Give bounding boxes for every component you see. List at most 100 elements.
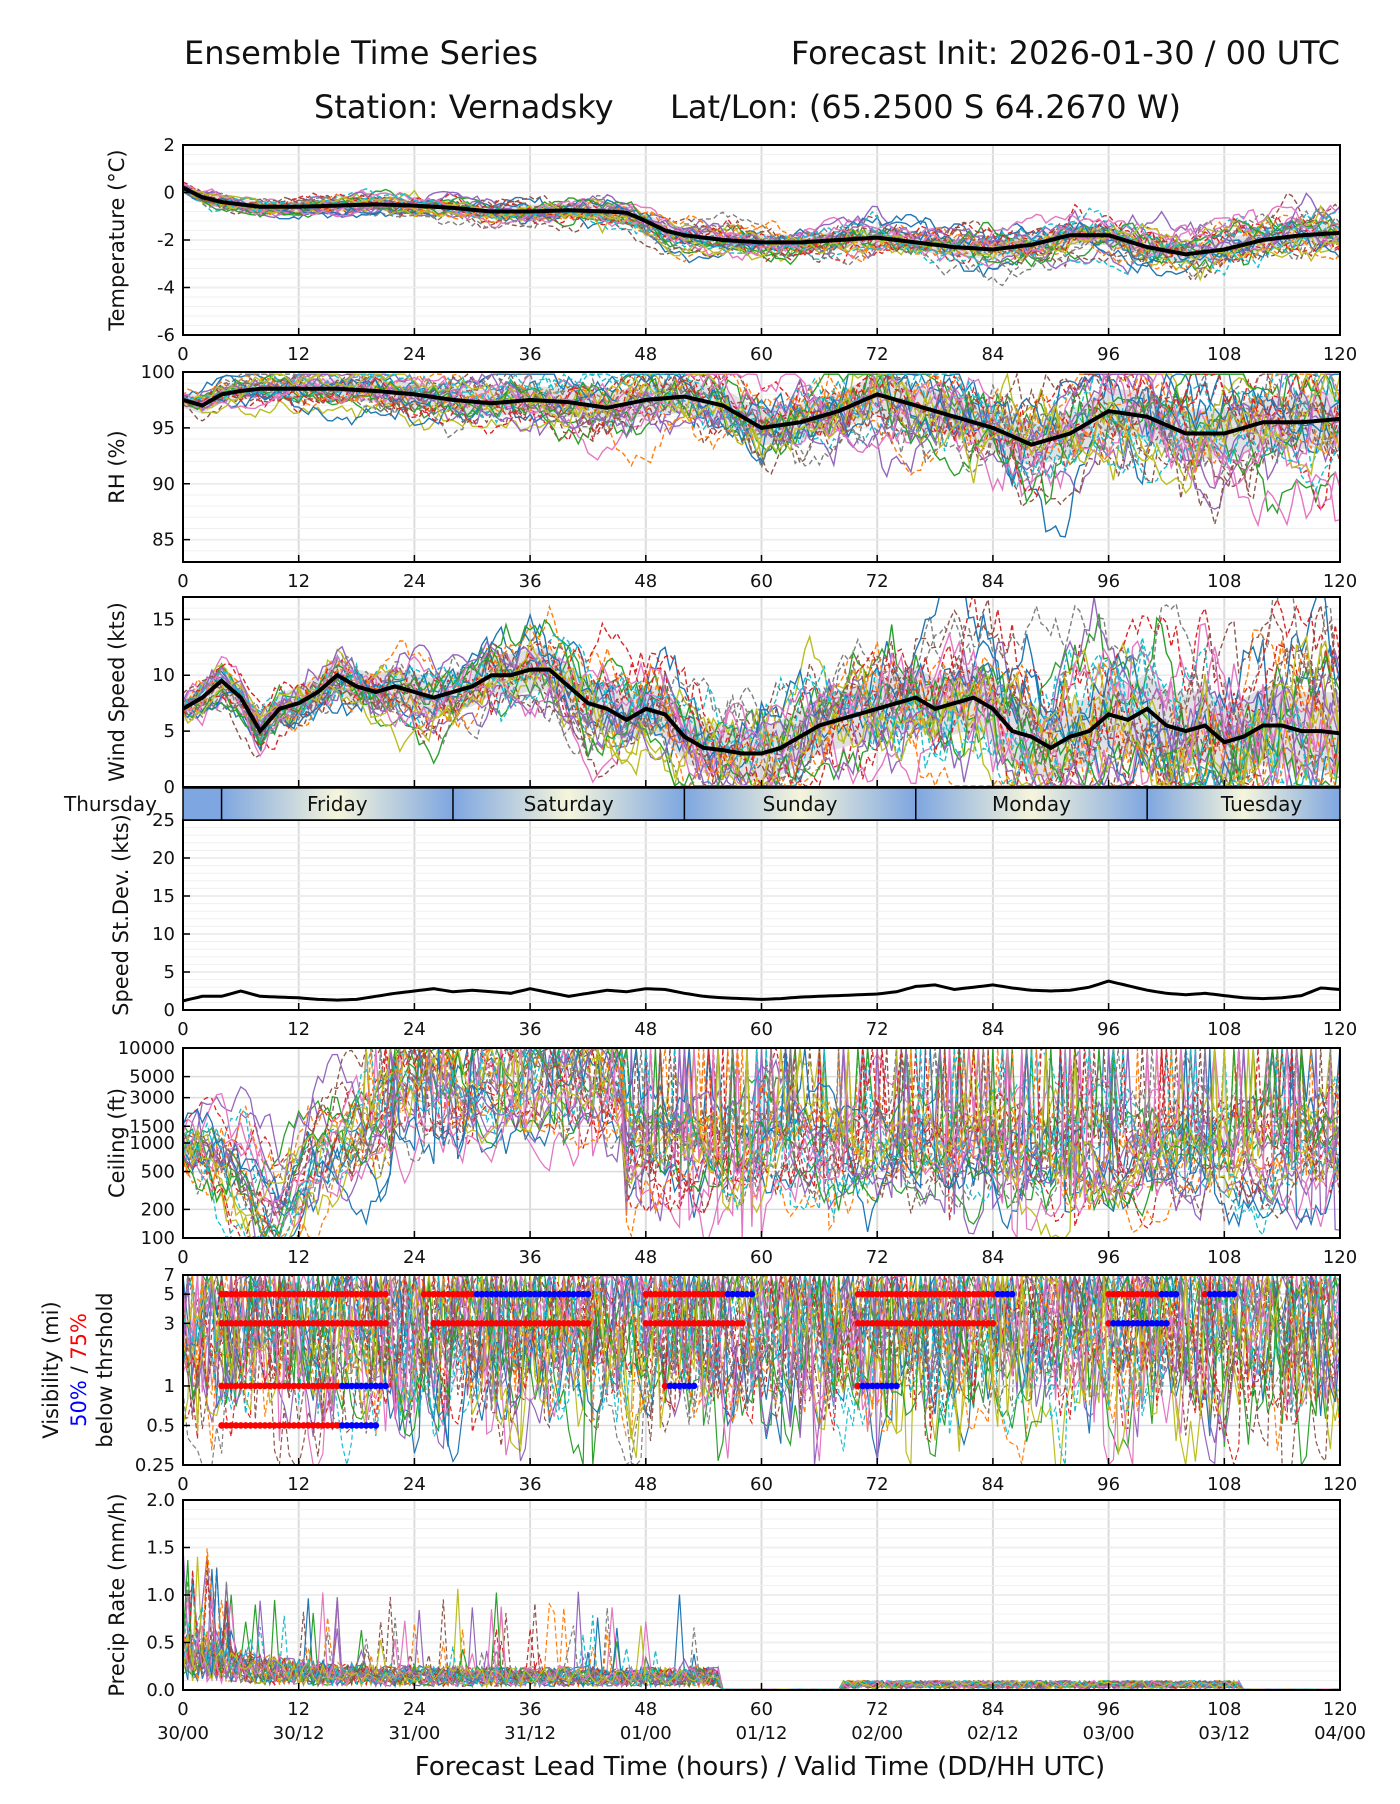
threshold-dot: [724, 1320, 732, 1327]
threshold-dot: [907, 1320, 915, 1327]
threshold-dot: [748, 1290, 756, 1298]
grid: [182, 1499, 1341, 1691]
threshold-dot: [223, 1320, 230, 1327]
threshold-dot: [565, 1290, 572, 1298]
member-line: [183, 597, 1340, 787]
threshold-dot: [521, 1290, 529, 1298]
threshold-dot: [729, 1290, 736, 1298]
threshold-dot: [724, 1290, 732, 1298]
threshold-dot: [358, 1320, 365, 1327]
threshold-dot: [661, 1290, 669, 1298]
threshold-dot: [333, 1320, 341, 1327]
threshold-dot: [970, 1320, 977, 1327]
x-tick-label: 72: [866, 1699, 889, 1720]
threshold-dot: [348, 1422, 356, 1429]
valid-time-label: 03/00: [1083, 1723, 1135, 1744]
member-line: [183, 372, 1340, 497]
threshold-dot: [247, 1422, 254, 1429]
threshold-dot: [329, 1290, 336, 1298]
threshold-dot: [521, 1320, 529, 1327]
series: [183, 597, 1340, 787]
threshold-dot: [290, 1320, 298, 1327]
threshold-dot: [324, 1382, 331, 1390]
threshold-dot: [661, 1382, 669, 1390]
day-cell: [915, 788, 1148, 820]
threshold-dot: [526, 1320, 534, 1327]
day-band-frame: [182, 787, 1341, 821]
x-tick-label: 0: [177, 1019, 188, 1040]
threshold-dot: [931, 1320, 939, 1327]
threshold-dot: [295, 1382, 303, 1390]
y-axis-label: Visibility (mi): [39, 1301, 63, 1438]
x-tick-label: 96: [1097, 1474, 1120, 1495]
series: [183, 372, 1340, 538]
threshold-dot: [280, 1320, 288, 1327]
y-axis-label: Speed St.Dev. (kts): [109, 814, 133, 1016]
threshold-dot: [893, 1320, 900, 1327]
y-tick-label: 1: [164, 1376, 175, 1397]
threshold-dot: [647, 1290, 654, 1298]
day-cell: [221, 788, 453, 820]
threshold-dot: [883, 1320, 891, 1327]
threshold-dot: [555, 1320, 563, 1327]
threshold-dot: [873, 1320, 881, 1327]
member-line: [183, 1275, 1340, 1465]
y-axis-label: Precip Rate (mm/h): [105, 1493, 129, 1696]
threshold-dot: [1129, 1320, 1137, 1327]
legend-part: /: [67, 1366, 91, 1381]
threshold-dot: [300, 1382, 307, 1390]
threshold-dot: [348, 1382, 356, 1390]
panel-2: 85 90 95 100 0 12 24 36 48 60 72 84 96 108 120 RH (%): [105, 362, 1357, 592]
threshold-dot: [1230, 1290, 1238, 1298]
threshold-dot: [873, 1290, 881, 1298]
threshold-dot: [314, 1422, 322, 1429]
threshold-dot: [917, 1290, 924, 1298]
threshold-dot: [362, 1290, 370, 1298]
threshold-dot: [854, 1320, 862, 1327]
threshold-dot: [705, 1320, 712, 1327]
y-tick-label: 10000: [118, 1038, 175, 1059]
threshold-dot: [531, 1290, 539, 1298]
speed-stdev-line: [183, 979, 1340, 1003]
x-tick-label: 36: [519, 1019, 542, 1040]
x-tick-label: 84: [981, 571, 1004, 592]
threshold-dot: [319, 1382, 327, 1390]
x-tick-label: 12: [287, 1474, 310, 1495]
y-tick-label: 5: [164, 1284, 175, 1305]
threshold-dot: [218, 1422, 225, 1429]
day-cell: [452, 788, 685, 820]
x-tick-label: 84: [981, 1019, 1004, 1040]
x-tick-label: 120: [1323, 1247, 1357, 1268]
threshold-dot: [743, 1290, 751, 1298]
threshold-dot: [907, 1290, 915, 1298]
threshold-dot: [512, 1290, 519, 1298]
y-tick-label: 95: [152, 418, 175, 439]
x-tick-label: 108: [1207, 344, 1241, 365]
member-line: [183, 1275, 1340, 1458]
threshold-dot: [517, 1320, 524, 1327]
threshold-dot: [285, 1382, 293, 1390]
x-tick-label: 36: [519, 344, 542, 365]
threshold-dot: [970, 1290, 977, 1298]
threshold-dot: [570, 1290, 577, 1298]
threshold-dot: [738, 1320, 746, 1327]
legend-part: 75%: [67, 1313, 91, 1366]
threshold-dot: [555, 1290, 563, 1298]
threshold-dot: [878, 1320, 886, 1327]
threshold-dot: [671, 1320, 679, 1327]
threshold-dot: [237, 1382, 245, 1390]
threshold-dot: [449, 1320, 457, 1327]
threshold-dot: [888, 1320, 895, 1327]
threshold-dot: [652, 1290, 659, 1298]
threshold-dot: [1124, 1320, 1132, 1327]
x-tick-label: 72: [866, 344, 889, 365]
x-tick-label: 84: [981, 1247, 1004, 1268]
x-tick-label: 84: [981, 1474, 1004, 1495]
threshold-dot: [252, 1422, 259, 1429]
member-line: [183, 1607, 1340, 1690]
threshold-dot: [869, 1290, 876, 1298]
threshold-dot: [681, 1290, 688, 1298]
x-tick-label: 36: [519, 571, 542, 592]
threshold-dot: [329, 1382, 336, 1390]
x-tick-label: 96: [1097, 571, 1120, 592]
